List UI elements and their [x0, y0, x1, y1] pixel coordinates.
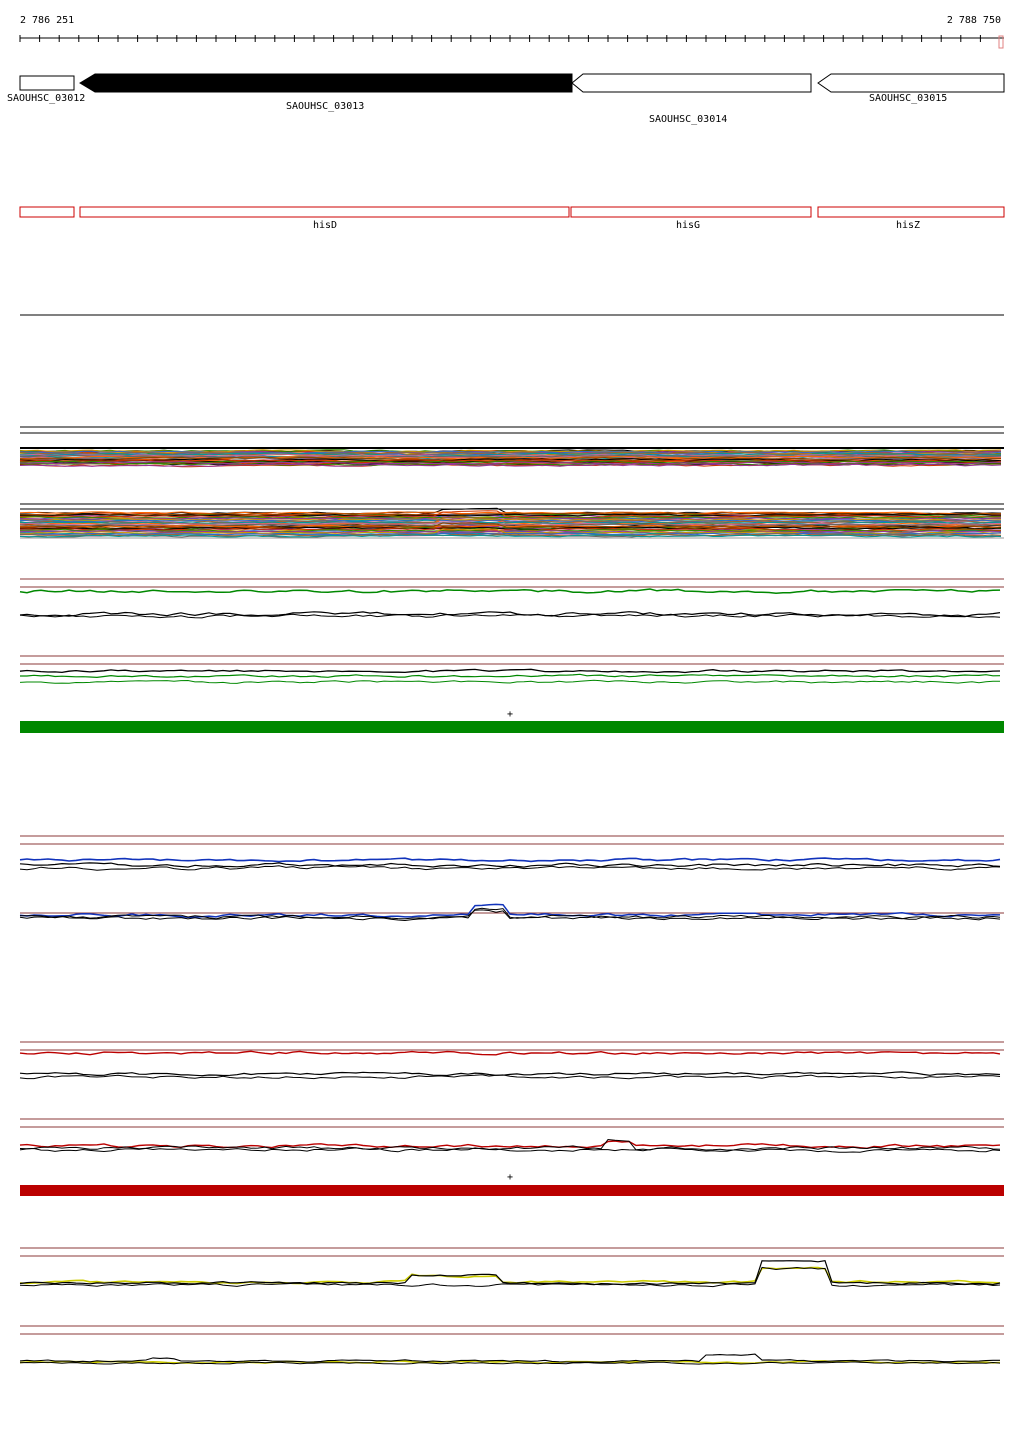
feature-box[interactable]	[19, 206, 75, 218]
ruler-start-label: 2 786 251	[20, 15, 74, 26]
signal-line	[19, 517, 1002, 521]
signal-line	[19, 1050, 1001, 1056]
signal-line	[19, 1266, 1001, 1285]
signal-line	[19, 463, 1002, 467]
feature-box[interactable]	[570, 206, 812, 218]
gene-label: SAOUHSC_03012	[7, 93, 85, 104]
signal-line	[19, 1071, 1001, 1077]
feature-box[interactable]	[817, 206, 1005, 218]
signal-line	[20, 673, 1001, 679]
signal-line	[20, 524, 1002, 529]
multi-sample-track-1	[19, 447, 1004, 468]
feature-label: hisG	[676, 220, 700, 231]
signal-line	[19, 588, 1001, 594]
gene-label: SAOUHSC_03014	[649, 114, 727, 125]
signal-line	[20, 512, 1002, 516]
strand-marker: +	[507, 709, 513, 720]
feature-hisg[interactable]: hisG	[570, 206, 812, 231]
signal-line	[19, 460, 1002, 464]
signal-line	[19, 452, 1002, 457]
gene-label: SAOUHSC_03013	[286, 101, 364, 112]
signal-line	[19, 455, 1002, 460]
signal-line	[19, 458, 1002, 462]
signal-line	[19, 510, 1002, 518]
signal-line	[19, 862, 1001, 868]
signal-line	[19, 909, 1001, 922]
signal-line	[19, 865, 1001, 871]
signal-line	[19, 534, 1002, 538]
ruler-ticks	[19, 35, 981, 42]
signal-line	[19, 1266, 1001, 1288]
signal-line	[19, 529, 1002, 534]
signal-line	[19, 516, 1002, 520]
expression-panel-green	[19, 578, 1004, 684]
gene-glyph[interactable]	[817, 73, 1005, 93]
gene-saouhsc-03014[interactable]: SAOUHSC_03014	[571, 73, 812, 125]
expression-panel-yellow	[19, 1247, 1004, 1365]
strand-band-red	[20, 1185, 1004, 1196]
signal-line	[19, 526, 1002, 531]
gene-glyph[interactable]	[19, 75, 75, 91]
feature-label: hisD	[313, 220, 337, 231]
signal-line	[19, 522, 1002, 529]
feature-box[interactable]	[79, 206, 570, 218]
signal-line	[19, 456, 1002, 461]
gene-saouhsc-03012[interactable]: SAOUHSC_03012	[7, 75, 85, 104]
coordinate-ruler: 2 786 251 2 788 750	[19, 15, 1004, 49]
gene-saouhsc-03013[interactable]: SAOUHSC_03013	[79, 73, 573, 112]
signal-line	[19, 679, 1000, 684]
ruler-end-label: 2 788 750	[947, 15, 1001, 26]
signal-line	[19, 511, 1002, 515]
signal-line	[19, 461, 1002, 465]
feature-hisd[interactable]: hisD	[79, 206, 570, 231]
signal-line	[19, 453, 1002, 458]
strand-marker: +	[507, 1172, 513, 1183]
signal-line	[19, 454, 1002, 459]
signal-line	[19, 1147, 1001, 1153]
gene-glyph[interactable]	[79, 73, 573, 93]
signal-line	[19, 1138, 1001, 1151]
signal-line	[20, 907, 1001, 920]
multi-sample-track-2	[19, 503, 1004, 539]
signal-line	[19, 613, 1001, 619]
signal-line	[19, 518, 1002, 523]
signal-line	[19, 1260, 1001, 1286]
gene-label: SAOUHSC_03015	[869, 93, 947, 104]
signal-line	[19, 1353, 1000, 1363]
signal-line	[19, 1074, 1001, 1080]
feature-hisz[interactable]: hisZ	[817, 206, 1005, 231]
signal-line	[20, 532, 1002, 536]
signal-line	[19, 668, 1001, 674]
gene-saouhsc-03015[interactable]: SAOUHSC_03015	[817, 73, 1005, 104]
expression-panel-blue	[19, 835, 1004, 922]
gene-track: SAOUHSC_03012 SAOUHSC_03013 SAOUHSC_0301…	[7, 73, 1005, 125]
signal-line	[19, 903, 1001, 919]
strand-band-green	[20, 721, 1004, 733]
signal-line	[19, 462, 1002, 467]
ruler-end-marker	[998, 35, 1004, 49]
feature-track: hisD hisG hisZ	[19, 206, 1005, 231]
signal-line	[19, 857, 1001, 863]
feature-label: hisZ	[896, 220, 920, 231]
signal-line	[19, 1361, 1001, 1365]
gene-glyph[interactable]	[571, 73, 812, 93]
expression-panel-red	[19, 1041, 1004, 1153]
